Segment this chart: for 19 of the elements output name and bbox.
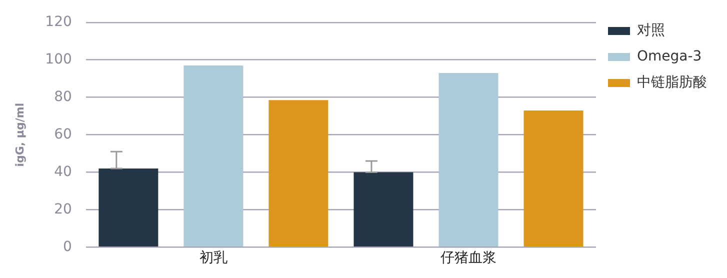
bar [524,110,584,247]
bar [438,72,498,247]
bar [184,65,244,247]
x-tick-label: 初乳 [199,250,228,266]
y-tick-label: 20 [54,201,72,218]
y-axis-title: igG, µg/ml [13,102,26,167]
y-tick-label: 100 [45,52,72,68]
y-tick-label: 120 [45,14,72,30]
bar [354,172,414,247]
y-tick-label: 40 [54,164,72,180]
bar [98,168,158,247]
y-tick-label: 80 [54,88,72,105]
x-tick-label: 仔猪血浆 [440,250,496,266]
legend-label: 中链脂肪酸 [637,74,707,91]
legend-label: Omega-3 [637,48,702,65]
bar [268,100,328,247]
legend-label: 对照 [637,22,665,39]
y-tick-label: 0 [63,238,72,255]
y-tick-label: 60 [54,126,72,142]
